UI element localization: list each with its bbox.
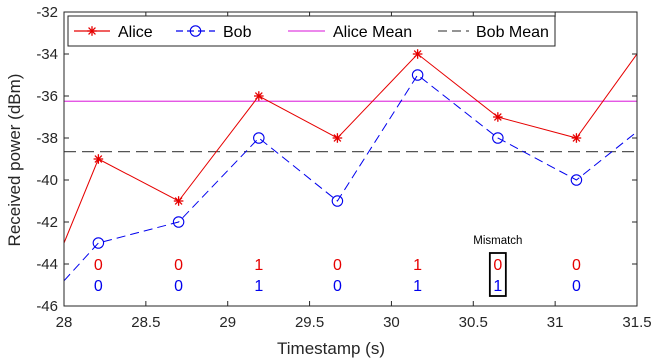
bob-bit-label: 0 xyxy=(333,278,342,295)
bob-bit-label: 1 xyxy=(493,278,502,295)
data-point-alice xyxy=(332,133,343,143)
legend-label-bob-mean: Bob Mean xyxy=(476,24,549,41)
data-point-alice xyxy=(571,133,582,143)
series-line-alice xyxy=(63,53,638,244)
data-point-alice xyxy=(493,112,503,122)
alice-bit-label: 0 xyxy=(333,257,342,274)
data-point-bob xyxy=(92,237,105,249)
x-tick-label: 31.5 xyxy=(622,314,651,331)
legend-marker-alice xyxy=(87,26,97,36)
bob-bit-label: 0 xyxy=(174,278,183,295)
y-tick-label: -34 xyxy=(36,46,58,63)
x-tick-label: 31 xyxy=(547,314,564,331)
data-point-alice xyxy=(412,49,423,59)
x-tick-label: 30.5 xyxy=(459,314,488,331)
bit-annotations: 0 0 0 0 1 1 0 0 1 1 0 1 0 0 Mismatch xyxy=(94,235,581,297)
data-point-alice xyxy=(254,91,264,101)
alice-bit-label: 1 xyxy=(413,257,422,274)
data-point-bob xyxy=(253,132,265,144)
x-tick-label: 30 xyxy=(383,314,400,331)
bob-bit-label: 1 xyxy=(413,278,422,295)
data-point-alice xyxy=(173,196,184,206)
y-tick-label: -40 xyxy=(36,172,58,189)
axes-box xyxy=(63,11,638,307)
data-point-bob xyxy=(492,132,504,144)
series-line-bob xyxy=(63,74,638,282)
plot-area xyxy=(63,49,638,282)
x-axis-label: Timestamp (s) xyxy=(277,339,385,358)
alice-bit-label: 0 xyxy=(493,257,502,274)
y-axis-label: Received power (dBm) xyxy=(5,74,24,247)
mismatch-label: Mismatch xyxy=(473,235,522,247)
mismatch-box xyxy=(488,252,507,297)
legend-marker-bob xyxy=(189,25,202,37)
y-tick-label: -38 xyxy=(36,130,58,147)
data-point-bob xyxy=(411,69,424,81)
data-point-alice xyxy=(93,154,104,164)
data-point-bob xyxy=(570,174,583,186)
data-point-bob xyxy=(172,216,185,228)
x-tick-label: 28.5 xyxy=(131,314,160,331)
alice-bit-label: 0 xyxy=(572,257,581,274)
data-point-bob xyxy=(331,195,344,207)
y-tick-label: -46 xyxy=(36,298,58,315)
axes: 28 28.5 29 29.5 30 30.5 31 31.5 -46 -44 -42 -40 -38 -… xyxy=(36,4,651,331)
legend-label-alice: Alice xyxy=(118,24,153,41)
legend-label-bob: Bob xyxy=(223,24,252,41)
x-tick-label: 28 xyxy=(56,314,73,331)
y-tick-label: -44 xyxy=(36,256,58,273)
legend: Alice Bob Alice Mean Bob Mean xyxy=(67,15,556,47)
x-tick-label: 29.5 xyxy=(295,314,324,331)
legend-label-alice-mean: Alice Mean xyxy=(333,24,412,41)
x-tick-label: 29 xyxy=(219,314,236,331)
alice-bit-label: 1 xyxy=(254,257,263,274)
bob-bit-label: 0 xyxy=(94,278,103,295)
alice-bit-label: 0 xyxy=(174,257,183,274)
y-tick-label: -36 xyxy=(36,88,58,105)
alice-bit-label: 0 xyxy=(94,257,103,274)
y-tick-label: -32 xyxy=(36,4,58,21)
y-tick-label: -42 xyxy=(36,214,58,231)
bob-bit-label: 1 xyxy=(254,278,263,295)
bob-bit-label: 0 xyxy=(572,278,581,295)
